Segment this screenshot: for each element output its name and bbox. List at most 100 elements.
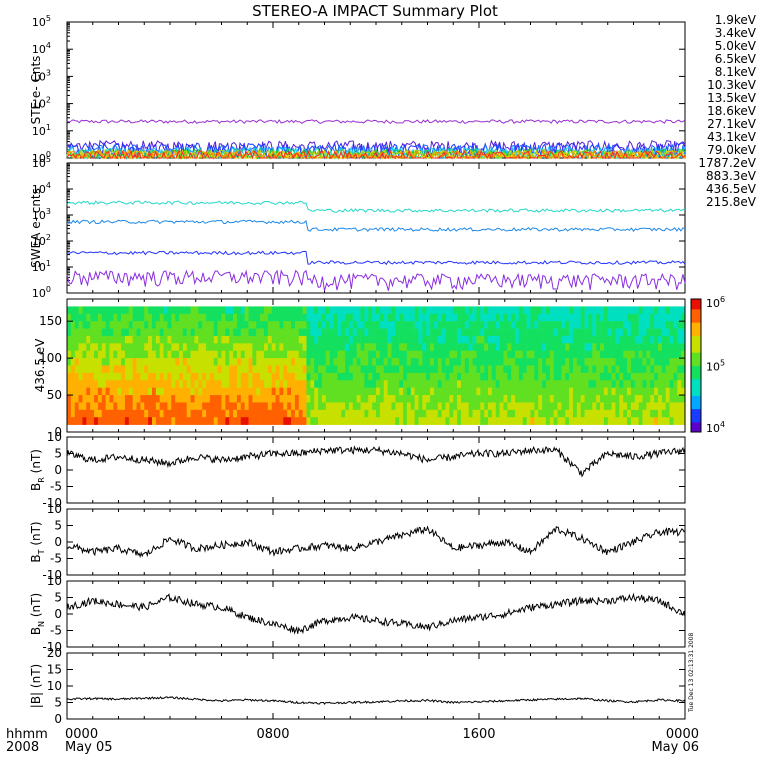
- heatmap-cell: [329, 335, 334, 344]
- heatmap-cell: [113, 350, 118, 359]
- series-line: [66, 219, 686, 233]
- colorbar-segment: [691, 318, 701, 323]
- heatmap-cell: [97, 417, 103, 425]
- heatmap-cell: [603, 365, 609, 374]
- heatmap-cell: [144, 372, 149, 381]
- heatmap-cell: [414, 313, 419, 322]
- heatmap-cell: [526, 343, 531, 352]
- heatmap-cell: [279, 306, 284, 315]
- heatmap-cell: [233, 335, 238, 344]
- heatmap-cell: [499, 372, 504, 381]
- heatmap-cell: [518, 313, 524, 322]
- heatmap-cell: [105, 365, 110, 374]
- heatmap-cell: [572, 395, 578, 403]
- heatmap-cell: [151, 380, 157, 388]
- heatmap-cell: [677, 395, 682, 403]
- heatmap-cell: [225, 313, 230, 322]
- time-row1-label: hhmm: [6, 727, 48, 742]
- heatmap-cell: [433, 306, 439, 315]
- heatmap-cell: [495, 321, 500, 329]
- heatmap-cell: [441, 321, 446, 329]
- heatmap-cell: [233, 395, 238, 403]
- heatmap-cell: [144, 417, 149, 425]
- heatmap-cell: [155, 306, 160, 315]
- heatmap-cell: [175, 343, 180, 352]
- heatmap-cell: [665, 395, 670, 403]
- heatmap-cell: [619, 350, 624, 359]
- heatmap-cell: [217, 372, 222, 381]
- heatmap-cell: [553, 372, 558, 381]
- heatmap-cell: [124, 372, 130, 381]
- y-tick-label: 105: [32, 155, 51, 170]
- heatmap-cell: [422, 350, 427, 359]
- heatmap-cell: [167, 335, 172, 344]
- heatmap-cell: [530, 380, 535, 388]
- heatmap-cell: [530, 417, 535, 425]
- heatmap-cell: [488, 335, 493, 344]
- heatmap-cell: [515, 372, 520, 381]
- heatmap-cell: [511, 365, 516, 374]
- heatmap-cell: [167, 402, 172, 411]
- heatmap-cell: [209, 417, 215, 425]
- heatmap-cell: [263, 380, 269, 388]
- heatmap-cell: [279, 402, 284, 411]
- heatmap-cell: [291, 321, 296, 329]
- heatmap-cell: [302, 350, 307, 359]
- heatmap-cell: [372, 350, 377, 359]
- br-ylabel: BR (nT): [29, 449, 46, 491]
- heatmap-cell: [673, 321, 678, 329]
- heatmap-cell: [171, 387, 176, 396]
- heatmap-cell: [499, 343, 504, 352]
- heatmap-cell: [155, 321, 160, 329]
- heatmap-cell: [101, 306, 106, 315]
- heatmap-cell: [352, 321, 357, 329]
- heatmap-cell: [526, 328, 531, 337]
- heatmap-cell: [105, 306, 110, 315]
- colorbar-segment: [691, 345, 701, 350]
- heatmap-cell: [495, 343, 500, 352]
- heatmap-cell: [267, 409, 273, 418]
- heatmap-cell: [476, 417, 481, 425]
- heatmap-cell: [642, 395, 647, 403]
- heatmap-cell: [333, 313, 338, 322]
- heatmap-cell: [175, 402, 180, 411]
- heatmap-cell: [182, 350, 188, 359]
- heatmap-cell: [67, 372, 72, 381]
- heatmap-cell: [410, 395, 415, 403]
- heatmap-cell: [654, 380, 659, 388]
- heatmap-cell: [314, 350, 319, 359]
- heatmap-cell: [383, 380, 388, 388]
- heatmap-cell: [279, 358, 284, 366]
- heatmap-cell: [314, 313, 319, 322]
- heatmap-cell: [588, 402, 593, 411]
- series-line: [66, 148, 686, 160]
- heatmap-cell: [387, 372, 392, 381]
- heatmap-cell: [430, 335, 435, 344]
- colorbar-segment: [691, 335, 701, 340]
- heatmap-cell: [657, 358, 663, 366]
- heatmap-cell: [117, 395, 122, 403]
- heatmap-cell: [360, 417, 365, 425]
- heatmap-cell: [163, 313, 168, 322]
- heatmap-cell: [171, 321, 176, 329]
- heatmap-cell: [557, 387, 562, 396]
- heatmap-cell: [337, 365, 342, 374]
- heatmap-cell: [345, 321, 350, 329]
- heatmap-cell: [665, 313, 670, 322]
- heatmap-cell: [333, 409, 338, 418]
- heatmap-cell: [298, 328, 303, 337]
- heatmap-cell: [256, 395, 261, 403]
- heatmap-cell: [325, 335, 330, 344]
- heatmap-cell: [333, 387, 338, 396]
- heatmap-cell: [302, 409, 307, 418]
- heatmap-cell: [607, 395, 612, 403]
- heatmap-cell: [186, 335, 191, 344]
- heatmap-cell: [491, 358, 497, 366]
- heatmap-cell: [194, 321, 199, 329]
- heatmap-cell: [376, 328, 381, 337]
- heatmap-cell: [279, 387, 284, 396]
- y-tick-label: 105: [32, 14, 51, 29]
- heatmap-cell: [271, 321, 276, 329]
- heatmap-cell: [128, 387, 133, 396]
